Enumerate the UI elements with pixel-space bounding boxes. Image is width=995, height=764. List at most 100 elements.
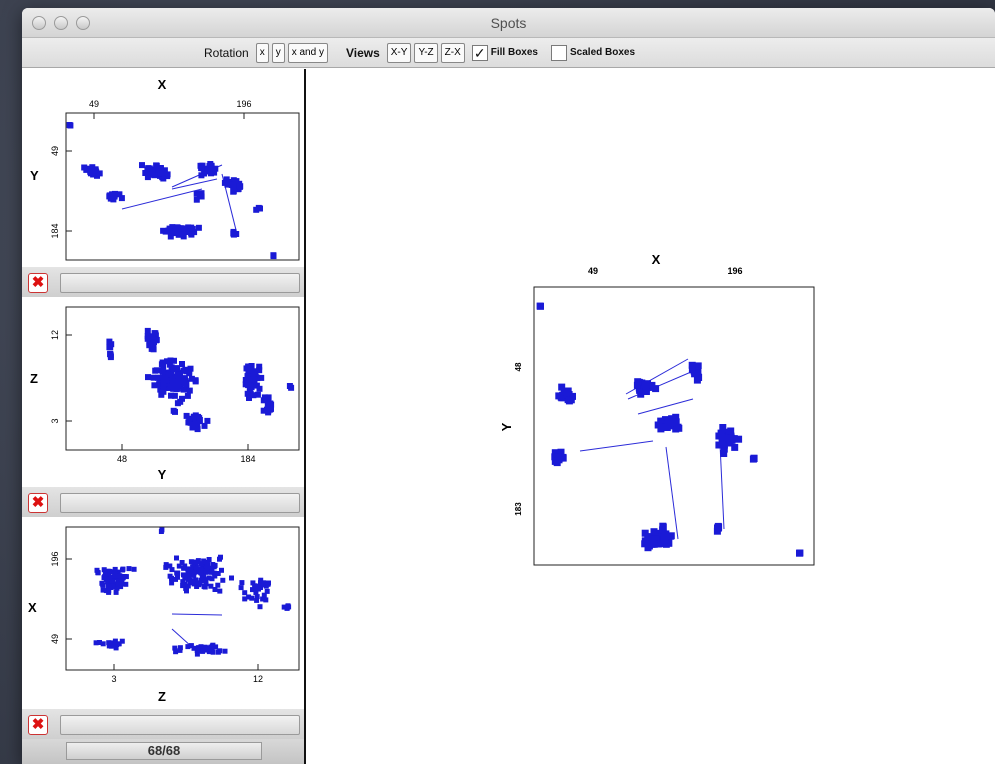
remove-zx-panel-button[interactable]: ✖ [28, 715, 48, 735]
main-view: X 49 196 Y 48 183 [308, 69, 995, 764]
spot-point [641, 540, 649, 548]
spot-point [246, 395, 252, 401]
zx-panel-slider[interactable] [60, 715, 300, 735]
spot-point [660, 536, 668, 544]
spot-point [204, 563, 210, 568]
spot-point [107, 585, 113, 590]
main-top-axis-label: X [652, 252, 661, 267]
remove-xy-panel-button[interactable]: ✖ [28, 273, 48, 293]
spot-point [103, 588, 109, 594]
spot-point [750, 454, 758, 462]
yz-plot[interactable]: 12 3 Z 48 184 Y [22, 299, 304, 487]
rotation-y-button[interactable]: y [271, 42, 285, 63]
spot-point [193, 559, 199, 565]
spot-point [184, 392, 191, 399]
yz-panel: 12 3 Z 48 184 Y ✖ [22, 299, 304, 517]
spot-point [193, 196, 200, 203]
spot-counter: 68/68 [66, 742, 262, 760]
main-xy-plot[interactable]: X 49 196 Y 48 183 [308, 69, 995, 764]
toolbar: Rotation x y x and y Views X-Y Y-Z Z-X ✓… [22, 38, 995, 68]
spot-point [150, 374, 157, 381]
spots-window: Spots Rotation x y x and y Views X-Y Y-Z… [22, 8, 995, 764]
views-label: Views [345, 45, 380, 60]
spot-point [93, 640, 99, 646]
spot-point [250, 587, 255, 593]
spot-point [172, 408, 178, 415]
zoom-window-button[interactable] [76, 16, 90, 30]
spot-point [191, 645, 197, 651]
spot-point [97, 640, 102, 645]
yz-plot-frame [65, 306, 300, 451]
spot-point [212, 587, 218, 592]
yz-panel-slider[interactable] [60, 493, 300, 513]
spot-point [662, 416, 669, 424]
track-line [719, 443, 725, 530]
view-zx-button[interactable]: Z-X [440, 42, 465, 63]
spot-point [201, 422, 208, 429]
spot-point [114, 585, 120, 591]
spot-point [153, 162, 160, 169]
spot-point [265, 581, 271, 587]
fill-boxes-checkbox[interactable]: ✓ [471, 44, 488, 61]
spot-point [258, 374, 265, 381]
zx-panel: 196 49 X 3 12 Z ✖ [22, 519, 304, 739]
spot-point [270, 252, 277, 259]
spot-point [194, 651, 200, 657]
spot-point [153, 367, 160, 374]
spot-point [106, 643, 112, 649]
spot-point [186, 572, 191, 578]
spot-point [185, 419, 192, 426]
spot-point [167, 563, 173, 569]
spot-point [254, 594, 260, 600]
spot-point [189, 225, 196, 232]
spot-point [171, 392, 178, 399]
spot-point [714, 524, 722, 532]
view-yz-button[interactable]: Y-Z [414, 42, 438, 63]
spot-point [633, 381, 641, 389]
spot-point [99, 580, 105, 586]
spot-point [159, 527, 165, 533]
spot-point [662, 540, 670, 548]
zx-plot[interactable]: 196 49 X 3 12 Z [22, 519, 304, 709]
rotation-x-button[interactable]: x [255, 42, 269, 63]
yz-left-tick-1: 12 [50, 330, 60, 340]
rotation-xy-button[interactable]: x and y [287, 42, 328, 63]
spot-point [212, 563, 218, 569]
spot-point [255, 204, 262, 211]
spot-point [174, 229, 181, 236]
spot-point [149, 343, 156, 350]
scaled-boxes-checkbox[interactable] [551, 44, 567, 61]
xy-panel-slider[interactable] [60, 273, 300, 293]
spot-point [256, 367, 263, 374]
remove-yz-panel-button[interactable]: ✖ [28, 493, 48, 513]
close-window-button[interactable] [32, 16, 46, 30]
view-xy-button[interactable]: X-Y [386, 42, 412, 63]
spot-point [188, 375, 195, 382]
spot-point [253, 585, 259, 590]
spot-point [648, 540, 656, 548]
spot-point [198, 567, 204, 573]
spot-point [177, 647, 183, 653]
xy-plot[interactable]: X 49 196 Y 49 184 [22, 69, 304, 267]
spot-point [181, 377, 188, 383]
spot-point [186, 370, 193, 377]
spot-point [112, 638, 118, 644]
spot-point [268, 405, 274, 412]
spot-point [188, 568, 193, 574]
spot-point [642, 388, 650, 395]
spot-point [106, 192, 113, 199]
zx-bottom-axis-label: Z [158, 689, 166, 704]
spot-point [260, 407, 267, 414]
spot-point [651, 532, 659, 540]
spot-point [169, 567, 175, 573]
spot-point [657, 423, 665, 431]
minimize-window-button[interactable] [54, 16, 68, 30]
yz-bottom-tick-2: 184 [240, 454, 255, 464]
spot-point [91, 167, 98, 174]
spot-point [662, 532, 669, 540]
spot-point [108, 574, 114, 580]
spot-point [176, 563, 182, 569]
spot-point [213, 644, 219, 650]
spot-point [192, 377, 199, 384]
spot-point [254, 391, 261, 398]
